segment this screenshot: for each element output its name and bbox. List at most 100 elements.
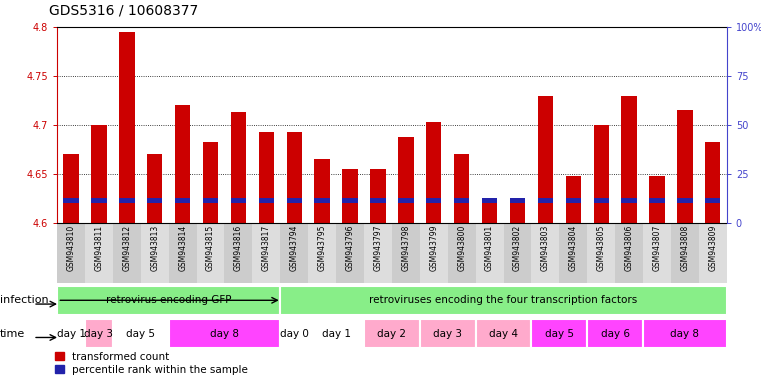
Bar [677,110,693,223]
Bar [169,319,280,348]
Text: GSM943811: GSM943811 [94,225,103,271]
Bar [119,32,135,223]
Bar [587,319,643,348]
Bar [565,176,581,223]
Bar [85,223,113,283]
Bar [314,159,330,223]
Bar [420,223,447,283]
Bar [287,198,302,204]
Text: GSM943799: GSM943799 [429,225,438,271]
Bar [447,223,476,283]
Bar [113,223,141,283]
Bar [482,204,497,223]
Text: day 3: day 3 [433,329,462,339]
Text: GSM943808: GSM943808 [680,225,689,271]
Bar [259,198,274,204]
Bar [420,319,476,348]
Bar [364,223,392,283]
Bar [643,319,727,348]
Text: GSM943802: GSM943802 [513,225,522,271]
Text: GSM943816: GSM943816 [234,225,243,271]
Text: day 1: day 1 [56,329,85,339]
Bar [342,169,358,223]
Bar [565,198,581,204]
Bar [253,223,280,283]
Text: GSM943813: GSM943813 [150,225,159,271]
Bar [705,142,721,223]
Text: day 2: day 2 [377,329,406,339]
Bar [336,223,364,283]
Text: GSM943795: GSM943795 [317,225,326,271]
Bar [622,96,637,223]
Bar [63,198,78,204]
Text: GSM943797: GSM943797 [374,225,383,271]
Text: day 8: day 8 [210,329,239,339]
Bar [175,105,190,223]
Bar [699,223,727,283]
Bar [649,198,664,204]
Bar [175,198,190,204]
Bar [538,96,553,223]
Text: day 5: day 5 [126,329,155,339]
Bar [587,223,615,283]
Bar [314,198,330,204]
Text: day 1: day 1 [322,329,351,339]
Bar [482,198,497,204]
Bar [594,125,609,223]
Bar [287,132,302,223]
Text: day 6: day 6 [600,329,629,339]
Bar [622,198,637,204]
Text: day 4: day 4 [489,329,518,339]
Bar [280,223,308,283]
Bar [57,319,85,348]
Bar [280,319,308,348]
Text: time: time [0,329,25,339]
Text: GSM943814: GSM943814 [178,225,187,271]
Text: GSM943798: GSM943798 [401,225,410,271]
Bar [141,223,169,283]
Bar [476,223,504,283]
Text: GSM943817: GSM943817 [262,225,271,271]
Bar [203,198,218,204]
Bar [504,223,531,283]
Bar [63,154,78,223]
Bar [426,122,441,223]
Bar [594,198,609,204]
Bar [671,223,699,283]
Bar [308,319,364,348]
Text: GSM943807: GSM943807 [652,225,661,271]
Bar [398,198,413,204]
Text: GSM943796: GSM943796 [345,225,355,271]
Bar [398,137,413,223]
Text: GSM943794: GSM943794 [290,225,299,271]
Bar [538,198,553,204]
Bar [57,223,85,283]
Bar [147,198,162,204]
Bar [231,112,246,223]
Bar [231,198,246,204]
Bar [392,223,420,283]
Bar [371,169,386,223]
Bar [559,223,587,283]
Text: day 0: day 0 [280,329,309,339]
Bar [677,198,693,204]
Text: infection: infection [0,295,49,305]
Bar [649,176,664,223]
Bar [531,319,587,348]
Bar [169,223,196,283]
Bar [147,154,162,223]
Bar [643,223,671,283]
Text: GDS5316 / 10608377: GDS5316 / 10608377 [49,3,199,17]
Bar [57,286,280,315]
Bar [280,286,727,315]
Text: GSM943815: GSM943815 [206,225,215,271]
Text: day 3: day 3 [84,329,113,339]
Bar [308,223,336,283]
Legend: transformed count, percentile rank within the sample: transformed count, percentile rank withi… [55,352,248,375]
Text: retrovirus encoding GFP: retrovirus encoding GFP [106,295,231,305]
Bar [113,319,169,348]
Bar [119,198,135,204]
Text: GSM943810: GSM943810 [66,225,75,271]
Text: retroviruses encoding the four transcription factors: retroviruses encoding the four transcrip… [369,295,638,305]
Bar [203,142,218,223]
